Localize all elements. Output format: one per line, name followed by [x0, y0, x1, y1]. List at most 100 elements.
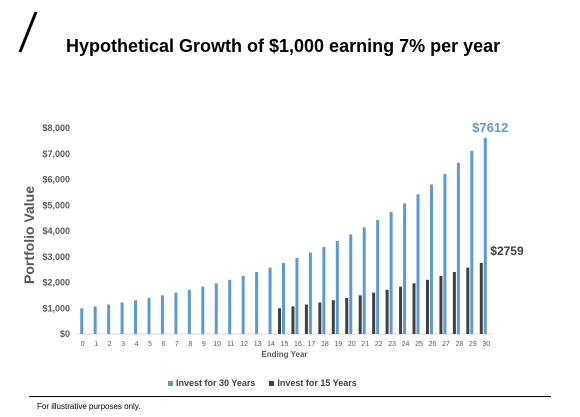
bar-30-years: [429, 184, 433, 334]
y-axis-label: Portfolio Value: [21, 186, 37, 284]
bar-30-years: [295, 257, 299, 334]
x-tick-label: 24: [402, 341, 410, 348]
legend-label-15-years: Invest for 15 Years: [277, 378, 357, 388]
bar-15-years: [345, 297, 349, 334]
bar-15-years: [331, 300, 335, 334]
x-tick-label: 4: [135, 341, 139, 348]
x-tick-label: 15: [281, 341, 289, 348]
bar-30-years: [174, 292, 178, 334]
x-axis: 0 1 2 3 4 5 6 7 8 9 10 11 12 13 14 15 16 17 18 19 20 21 22 23 24…: [76, 333, 493, 348]
slash-decoration: [18, 11, 38, 53]
x-tick-label: 27: [442, 341, 450, 348]
x-tick-label: 16: [294, 341, 302, 348]
x-tick-label: 0: [81, 341, 85, 348]
bar-15-years: [304, 304, 308, 334]
x-tick-label: 13: [254, 341, 262, 348]
footer-divider: [29, 396, 551, 397]
y-tick-label: $5,000: [42, 200, 70, 210]
bar-30-years: [228, 279, 232, 334]
y-tick-label: $8,000: [42, 123, 70, 133]
bar-30-years: [255, 271, 259, 334]
bar-15-years: [412, 283, 416, 334]
bar-30-years: [214, 283, 218, 334]
bar-30-years: [483, 137, 487, 334]
y-tick-label: $3,000: [42, 252, 70, 262]
x-tick-label: 10: [213, 341, 221, 348]
bar-15-years: [479, 262, 483, 334]
annotation-15-years: $2759: [490, 244, 524, 258]
x-tick-label: 18: [321, 341, 329, 348]
bar-15-years: [466, 267, 470, 334]
bar-30-years: [416, 194, 420, 334]
x-axis-label: Ending Year: [261, 350, 307, 359]
bar-30-years: [376, 219, 380, 334]
bar-15-years: [399, 286, 403, 334]
y-tick-label: $1,000: [42, 303, 70, 313]
bar-30-years: [456, 162, 460, 334]
bar-30-years: [322, 246, 326, 334]
bar-30-years: [187, 289, 191, 334]
x-tick-label: 30: [482, 341, 490, 348]
y-axis: $0 $1,000 $2,000 $3,000 $4,000 $5,000 $6,000 $7…: [42, 123, 70, 339]
legend-swatch-30-years: [168, 380, 173, 386]
legend-item-15-years: Invest for 15 Years: [269, 378, 357, 388]
bar-30-years: [470, 150, 474, 334]
x-tick-label: 28: [455, 341, 463, 348]
x-tick-label: 29: [469, 341, 477, 348]
annotations: $7612 $2759: [472, 120, 524, 258]
bar-30-years: [107, 304, 111, 334]
bar-30-years: [308, 252, 312, 334]
y-tick-label: $2,000: [42, 278, 70, 288]
bar-15-years: [372, 292, 376, 334]
bar-15-years: [385, 289, 389, 334]
bar-30-years: [147, 297, 151, 334]
bar-30-years: [93, 306, 97, 334]
x-tick-label: 7: [175, 341, 179, 348]
bar-30-years: [443, 173, 447, 334]
x-tick-label: 17: [308, 341, 316, 348]
x-tick-label: 19: [334, 341, 342, 348]
annotation-30-years: $7612: [472, 120, 508, 135]
bar-15-years: [358, 295, 362, 334]
bar-30-years: [160, 295, 164, 334]
bar-30-years: [241, 276, 245, 334]
y-tick-label: $6,000: [42, 175, 70, 185]
footnote: For illustrative purposes only.: [37, 402, 141, 411]
bar-30-years: [80, 308, 84, 334]
bar-30-years: [120, 302, 124, 334]
x-tick-label: 22: [375, 341, 383, 348]
legend-label-30-years: Invest for 30 Years: [176, 378, 256, 388]
x-tick-label: 8: [188, 341, 192, 348]
bar-15-years: [439, 276, 443, 334]
y-tick-label: $4,000: [42, 226, 70, 236]
bar-30-years: [389, 211, 393, 334]
x-tick-label: 20: [348, 341, 356, 348]
bar-15-years: [278, 308, 281, 334]
x-tick-label: 5: [148, 341, 152, 348]
bar-30-years: [134, 300, 138, 334]
bars: [80, 137, 487, 334]
bar-15-years: [425, 279, 429, 334]
chart-title: Hypothetical Growth of $1,000 earning 7%…: [66, 36, 501, 56]
y-tick-label: $0: [60, 329, 70, 339]
x-tick-label: 23: [388, 341, 396, 348]
x-tick-label: 6: [161, 341, 165, 348]
bar-30-years: [362, 227, 366, 334]
legend-swatch-15-years: [269, 380, 275, 386]
bar-15-years: [452, 271, 456, 334]
bar-30-years: [282, 262, 285, 334]
legend-item-30-years: Invest for 30 Years: [168, 378, 255, 388]
bar-30-years: [268, 267, 272, 334]
x-tick-label: 2: [108, 341, 112, 348]
x-tick-label: 14: [267, 341, 275, 348]
y-tick-label: $7,000: [42, 149, 70, 159]
bar-15-years: [291, 306, 295, 334]
x-tick-label: 21: [361, 341, 369, 348]
x-tick-label: 25: [415, 341, 423, 348]
bar-30-years: [349, 234, 353, 334]
x-tick-label: 12: [240, 341, 248, 348]
bar-15-years: [318, 302, 322, 334]
bar-30-years: [201, 286, 205, 334]
x-tick-label: 1: [94, 341, 98, 348]
